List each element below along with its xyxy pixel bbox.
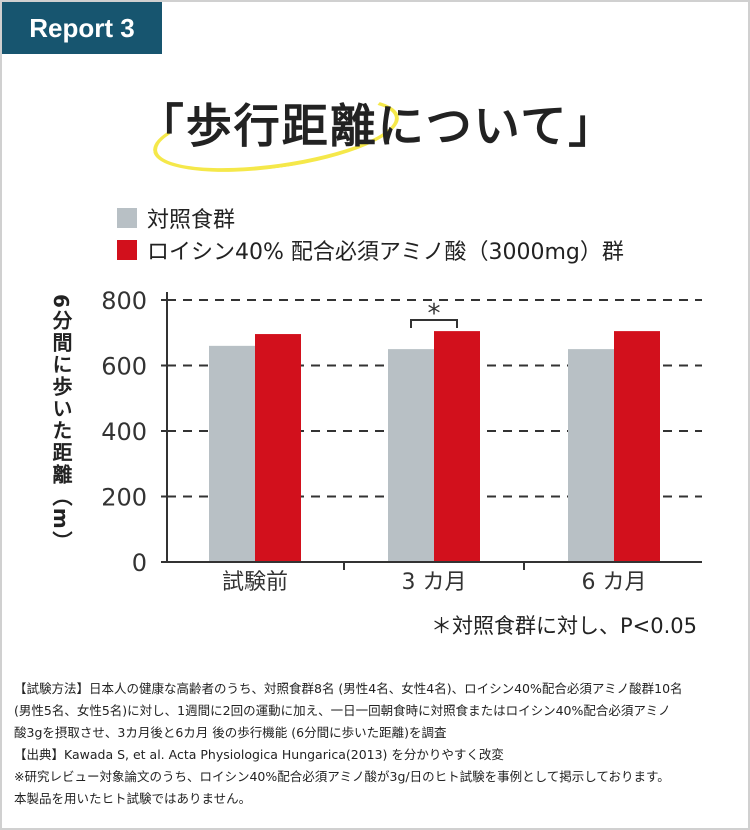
bar-control: [388, 349, 434, 562]
footnote-line: ※研究レビュー対象論文のうち、ロイシン40%配合必須アミノ酸が3g/日のヒト試験…: [14, 769, 670, 784]
footnote-line: 【出典】Kawada S, et al. Acta Physiologica H…: [14, 747, 504, 762]
y-tick-label: 600: [101, 353, 147, 381]
legend-item-control: 対照食群: [117, 202, 235, 234]
y-tick-label: 0: [132, 549, 147, 577]
footnote-line: (男性5名、女性5名)に対し、1週間に2回の運動に加え、一日一回朝食時に対照食ま…: [14, 703, 671, 718]
bar-chart: 0 200 400 600 800 試験前 3 カ月 6 カ月 *: [101, 287, 702, 595]
bar-control: [568, 349, 614, 562]
legend-swatch: [117, 240, 137, 260]
y-tick-label: 400: [101, 418, 147, 446]
bar-leucine: [255, 334, 301, 562]
x-tick-label: 試験前: [222, 570, 288, 595]
report-tag: Report 3: [2, 2, 162, 54]
footnote-line: 酸3gを摂取させ、3カ月後と6カ月 後の歩行機能 (6分間に歩いた距離)を調査: [14, 725, 447, 740]
page-title: 「歩行距離について」: [137, 99, 617, 153]
y-tick-label: 800: [101, 287, 147, 315]
significance-bracket: [410, 319, 458, 328]
significance-mark: *: [428, 299, 441, 329]
legend-label: 対照食群: [147, 208, 236, 233]
legend-item-leucine: ロイシン40% 配合必須アミノ酸（3000mg）群: [117, 234, 624, 266]
significance-note: ＊対照食群に対し、P<0.05: [430, 614, 697, 638]
bar-leucine: [614, 331, 660, 562]
footnote-line: 本製品を用いたヒト試験ではありません。: [14, 791, 252, 806]
legend-swatch: [117, 208, 137, 228]
x-tick-label: 6 カ月: [582, 570, 647, 595]
bar-leucine: [434, 331, 480, 562]
legend-label: ロイシン40% 配合必須アミノ酸（3000mg）群: [147, 240, 624, 265]
footnotes: 【試験方法】日本人の健康な高齢者のうち、対照食群8名 (男性4名、女性4名)、ロ…: [14, 678, 744, 810]
y-axis-label: 6分間に歩いた距離（m）: [49, 294, 73, 553]
y-tick-label: 200: [101, 484, 147, 512]
bar-control: [209, 345, 255, 562]
footnote-line: 【試験方法】日本人の健康な高齢者のうち、対照食群8名 (男性4名、女性4名)、ロ…: [14, 681, 683, 696]
x-tick-label: 3 カ月: [402, 570, 467, 595]
